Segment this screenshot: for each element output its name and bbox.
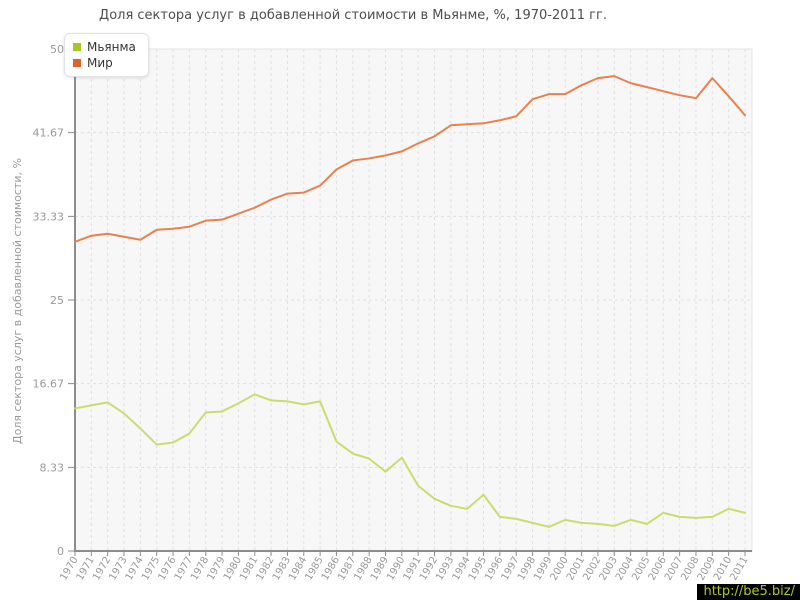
legend-item-world[interactable]: Мир [73,55,136,71]
legend-swatch-world [73,59,81,67]
legend-swatch-myanmar [73,43,81,51]
series-line-world [74,75,746,243]
y-axis-tick-label: 0 [57,545,64,558]
chart-title: Доля сектора услуг в добавленной стоимос… [99,8,607,23]
y-axis-title: Доля сектора услуг в добавленной стоимос… [11,158,24,444]
y-axis-tick-label: 8.33 [40,461,65,474]
y-axis-tick-label: 41.67 [33,127,65,140]
y-axis-tick-label: 25 [50,294,64,307]
legend-label-world: Мир [87,56,113,70]
series-line-myanmar [74,393,746,528]
legend: Мьянма Мир [64,33,149,77]
y-axis-tick-label: 33.33 [33,210,65,223]
y-axis-tick-label: 50 [50,43,64,56]
watermark-link[interactable]: http://be5.biz/ [697,584,800,600]
y-axis-tick-label: 16.67 [33,378,65,391]
legend-item-myanmar[interactable]: Мьянма [73,39,136,55]
legend-label-myanmar: Мьянма [87,40,136,54]
